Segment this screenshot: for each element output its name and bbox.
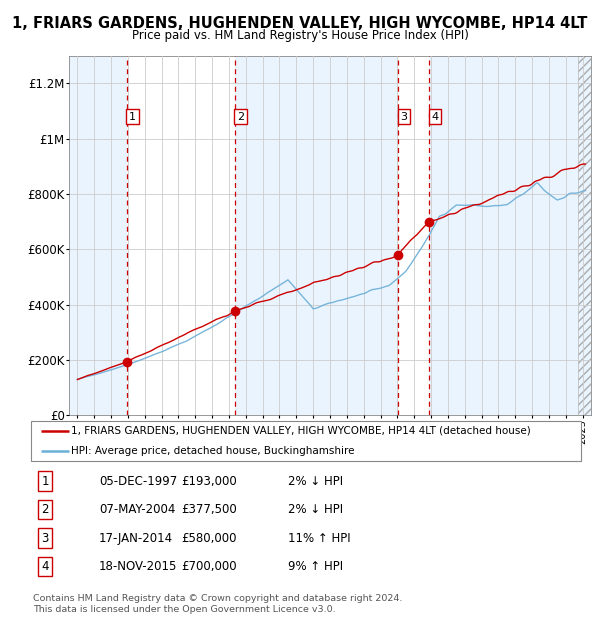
Text: £377,500: £377,500 [181, 503, 237, 516]
Text: 07-MAY-2004: 07-MAY-2004 [99, 503, 175, 516]
Text: 2% ↓ HPI: 2% ↓ HPI [288, 503, 343, 516]
Text: £700,000: £700,000 [181, 560, 237, 573]
Text: 1, FRIARS GARDENS, HUGHENDEN VALLEY, HIGH WYCOMBE, HP14 4LT: 1, FRIARS GARDENS, HUGHENDEN VALLEY, HIG… [13, 16, 587, 30]
Text: 4: 4 [41, 560, 49, 573]
Text: 17-JAN-2014: 17-JAN-2014 [99, 532, 173, 544]
FancyBboxPatch shape [31, 420, 581, 461]
Bar [429, 56, 591, 415]
Text: 1: 1 [129, 112, 136, 122]
Text: 4: 4 [431, 112, 439, 122]
Text: 2% ↓ HPI: 2% ↓ HPI [288, 475, 343, 487]
Text: 3: 3 [401, 112, 407, 122]
Text: 2: 2 [237, 112, 244, 122]
Text: 1, FRIARS GARDENS, HUGHENDEN VALLEY, HIGH WYCOMBE, HP14 4LT (detached house): 1, FRIARS GARDENS, HUGHENDEN VALLEY, HIG… [71, 426, 531, 436]
Text: 1: 1 [41, 475, 49, 487]
Text: 2: 2 [41, 503, 49, 516]
Bar [235, 56, 398, 415]
Text: 05-DEC-1997: 05-DEC-1997 [99, 475, 177, 487]
Text: 3: 3 [41, 532, 49, 544]
Text: 18-NOV-2015: 18-NOV-2015 [99, 560, 178, 573]
Bar [69, 56, 127, 415]
Text: Contains HM Land Registry data © Crown copyright and database right 2024.: Contains HM Land Registry data © Crown c… [33, 593, 403, 603]
Text: £193,000: £193,000 [181, 475, 237, 487]
Text: Price paid vs. HM Land Registry's House Price Index (HPI): Price paid vs. HM Land Registry's House … [131, 29, 469, 42]
Text: HPI: Average price, detached house, Buckinghamshire: HPI: Average price, detached house, Buck… [71, 446, 355, 456]
Bar [578, 56, 595, 415]
Text: 9% ↑ HPI: 9% ↑ HPI [288, 560, 343, 573]
Text: This data is licensed under the Open Government Licence v3.0.: This data is licensed under the Open Gov… [33, 604, 335, 614]
Text: £580,000: £580,000 [182, 532, 237, 544]
Text: 11% ↑ HPI: 11% ↑ HPI [288, 532, 350, 544]
